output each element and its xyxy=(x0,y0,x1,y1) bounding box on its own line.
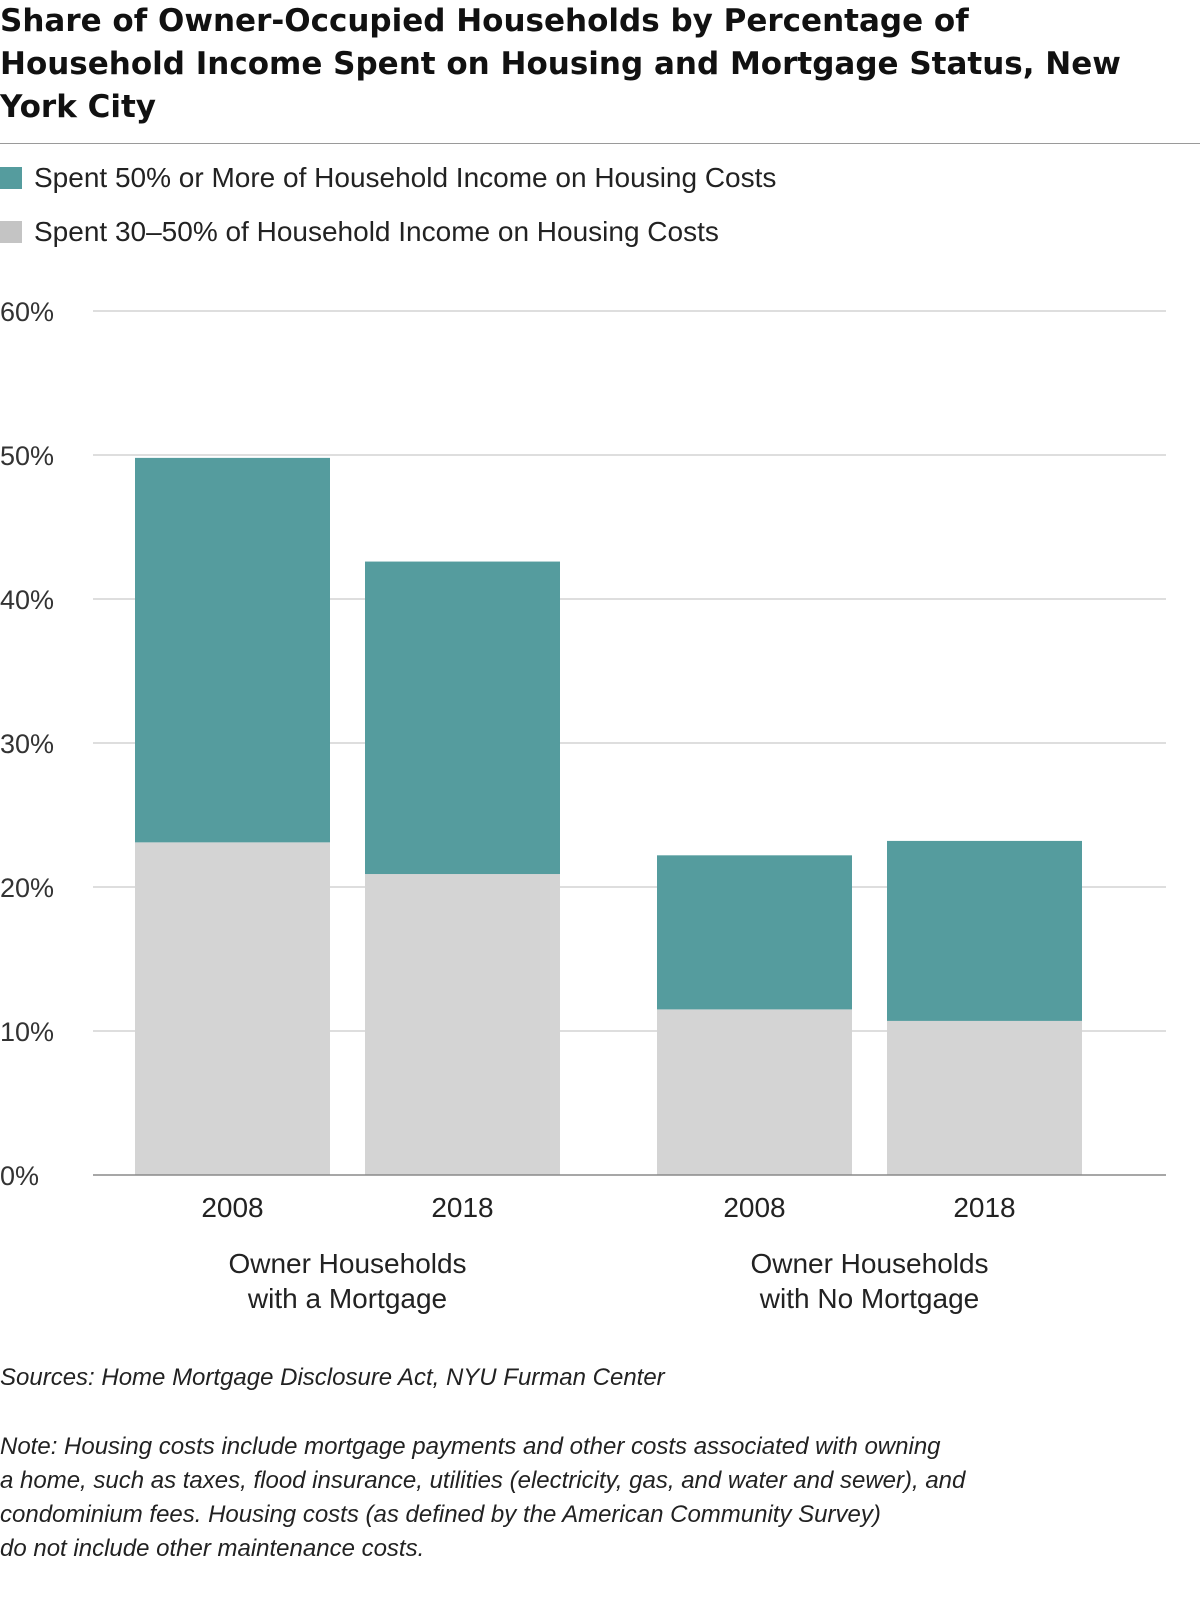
group-label: Owner Households xyxy=(228,1248,466,1279)
bar-no-mortgage-2008-50-plus xyxy=(657,855,852,1010)
bar-no-mortgage-2018-50-plus xyxy=(887,840,1082,1021)
y-tick-label: 30% xyxy=(0,729,54,759)
y-tick-label: 20% xyxy=(0,873,54,903)
bar-mortgage-2008-50-plus xyxy=(135,457,330,843)
legend-swatch-moderate xyxy=(0,221,22,243)
legend-item-moderate: Spent 30–50% of Household Income on Hous… xyxy=(0,214,719,250)
x-tick-label: 2018 xyxy=(953,1192,1015,1223)
x-tick-label: 2018 xyxy=(431,1192,493,1223)
x-tick-label: 2008 xyxy=(723,1192,785,1223)
bar-mortgage-2018-50-plus xyxy=(365,561,560,875)
y-tick-label: 10% xyxy=(0,1017,54,1047)
legend-label-severe: Spent 50% or More of Household Income on… xyxy=(34,162,777,193)
y-tick-label: 0% xyxy=(0,1161,39,1191)
bar-mortgage-2008-30-50 xyxy=(135,842,330,1175)
footnote: Note: Housing costs include mortgage pay… xyxy=(0,1433,966,1562)
legend-label-moderate: Spent 30–50% of Household Income on Hous… xyxy=(34,216,719,247)
y-tick-label: 50% xyxy=(0,441,54,471)
bar-no-mortgage-2008-30-50 xyxy=(657,1009,852,1175)
legend-item-severe: Spent 50% or More of Household Income on… xyxy=(0,160,776,196)
y-tick-label: 40% xyxy=(0,585,54,615)
group-label: with No Mortgage xyxy=(759,1283,979,1314)
title-divider xyxy=(0,143,1200,144)
bar-no-mortgage-2018-30-50 xyxy=(887,1020,1082,1175)
source-note: Sources: Home Mortgage Disclosure Act, N… xyxy=(0,1364,665,1391)
stacked-bar-chart: 0% 10% 20% 30% 40% 50% 60% 2008 2018 2008 2018 Owne… xyxy=(0,297,1166,1314)
x-tick-label: 2008 xyxy=(201,1192,263,1223)
y-tick-label: 60% xyxy=(0,297,54,327)
legend-swatch-severe xyxy=(0,167,22,189)
group-label: Owner Households xyxy=(750,1248,988,1279)
chart-title: Share of Owner-Occupied Households by Pe… xyxy=(0,3,1121,125)
group-label: with a Mortgage xyxy=(247,1283,447,1314)
bar-mortgage-2018-30-50 xyxy=(365,874,560,1175)
